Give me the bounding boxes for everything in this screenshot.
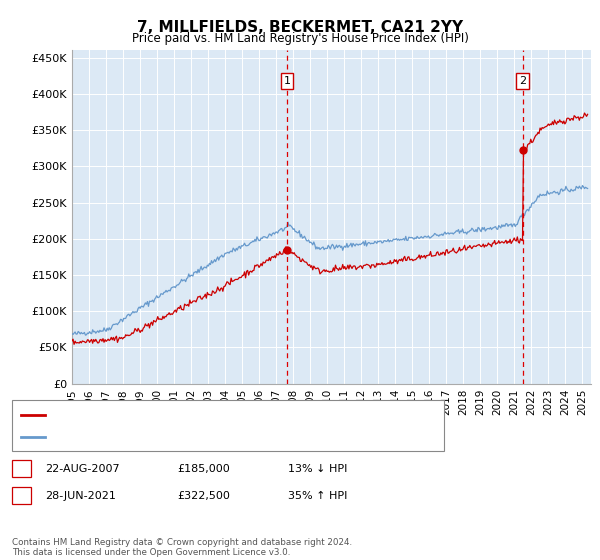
Text: 2: 2: [18, 491, 25, 501]
Text: 28-JUN-2021: 28-JUN-2021: [46, 491, 116, 501]
Text: Price paid vs. HM Land Registry's House Price Index (HPI): Price paid vs. HM Land Registry's House …: [131, 32, 469, 45]
Text: 1: 1: [18, 464, 25, 474]
Text: 22-AUG-2007: 22-AUG-2007: [46, 464, 120, 474]
Text: 13% ↓ HPI: 13% ↓ HPI: [288, 464, 347, 474]
Text: 7, MILLFIELDS, BECKERMET, CA21 2YY (detached house): 7, MILLFIELDS, BECKERMET, CA21 2YY (deta…: [51, 409, 360, 419]
Text: £185,000: £185,000: [177, 464, 230, 474]
Text: 35% ↑ HPI: 35% ↑ HPI: [288, 491, 347, 501]
Text: Contains HM Land Registry data © Crown copyright and database right 2024.
This d: Contains HM Land Registry data © Crown c…: [12, 538, 352, 557]
Text: 2: 2: [519, 76, 526, 86]
Text: £322,500: £322,500: [177, 491, 230, 501]
Text: 1: 1: [284, 76, 290, 86]
Text: 7, MILLFIELDS, BECKERMET, CA21 2YY: 7, MILLFIELDS, BECKERMET, CA21 2YY: [137, 20, 463, 35]
Text: HPI: Average price, detached house, Cumberland: HPI: Average price, detached house, Cumb…: [51, 432, 320, 442]
